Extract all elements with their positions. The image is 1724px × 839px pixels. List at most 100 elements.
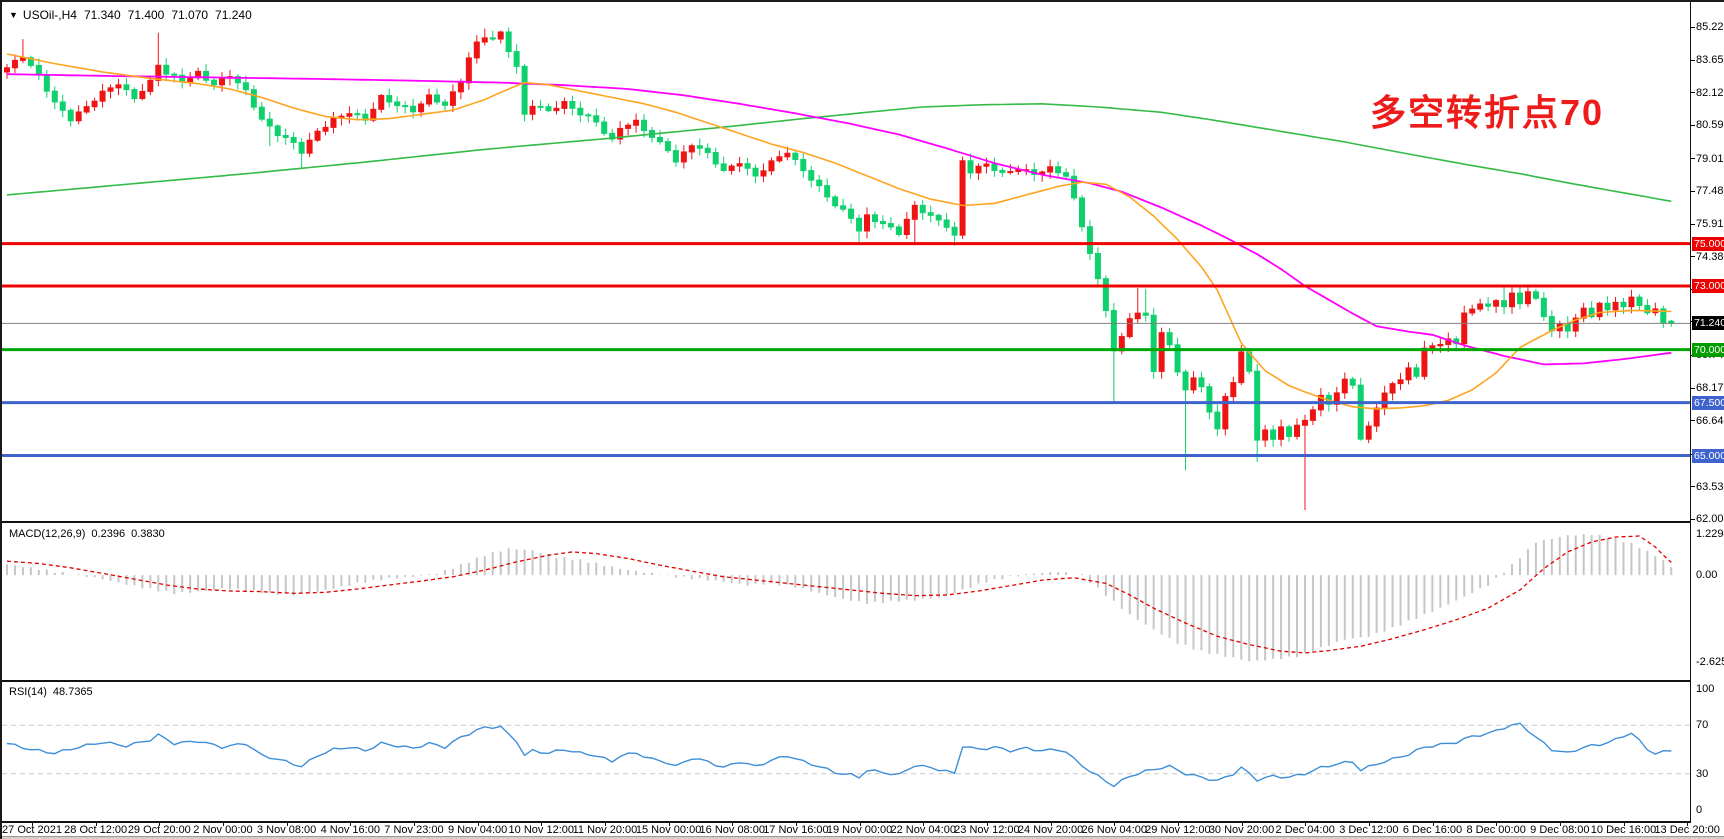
time-tick-label: 13 Dec 20:00 (1654, 824, 1720, 836)
price-tick-mark (1691, 26, 1695, 28)
time-tick-label: 15 Nov 00:00 (635, 824, 702, 836)
price-tick-label: 68.170 (1696, 382, 1724, 395)
price-chart-canvas[interactable] (2, 2, 1691, 521)
time-tick-mark (1432, 821, 1434, 826)
time-tick-label: 9 Nov 04:00 (447, 824, 508, 836)
ohlc-open: 71.340 (83, 8, 121, 22)
time-tick-label: 22 Nov 04:00 (890, 824, 956, 836)
macd-canvas[interactable] (2, 523, 1691, 680)
price-tick-mark (1691, 124, 1695, 126)
rsi-label: RSI(14) 48.7365 (9, 686, 93, 698)
macd-axis-label: -2.6252 (1696, 656, 1724, 668)
price-tick-mark (1691, 59, 1695, 61)
time-tick-mark (477, 821, 479, 826)
time-tick-label: 3 Dec 12:00 (1339, 824, 1399, 836)
time-tick-label: 7 Nov 23:00 (384, 824, 444, 836)
time-tick-mark (1241, 821, 1243, 826)
time-tick-mark (795, 821, 797, 826)
price-tick-label: 82.120 (1696, 86, 1724, 99)
trend-annotation[interactable]: 多空转折点70 (1370, 92, 1605, 133)
time-tick-label: 28 Oct 12:00 (64, 824, 128, 836)
time-tick-label: 3 Nov 08:00 (256, 824, 317, 836)
price-level-badge: 70.000 (1692, 342, 1724, 357)
price-tick-label: 80.590 (1696, 119, 1724, 132)
price-level-badge: 73.000 (1692, 279, 1724, 294)
panel-divider (2, 821, 1691, 823)
chevron-down-icon[interactable]: ▼ (9, 10, 18, 20)
rsi-axis-label: 30 (1696, 767, 1709, 780)
rsi-axis-label: 70 (1696, 719, 1709, 732)
time-tick-label: 2 Dec 04:00 (1275, 824, 1335, 836)
price-tick-label: 79.015 (1696, 152, 1724, 165)
time-tick-label: 16 Nov 08:00 (699, 824, 765, 836)
time-tick-mark (541, 821, 543, 826)
macd-axis-label: 1.2294 (1696, 528, 1724, 541)
time-tick-mark (413, 821, 415, 826)
price-tick-mark (1691, 518, 1695, 520)
time-tick-label: 9 Dec 08:00 (1530, 824, 1590, 836)
price-level-badge: 65.000 (1692, 448, 1724, 463)
axis-border (1690, 2, 1691, 821)
price-tick-mark (1691, 256, 1695, 258)
price-level-badge: 67.500 (1692, 395, 1724, 410)
window-bottom-strip (2, 836, 1724, 839)
time-tick-mark (1050, 821, 1052, 826)
price-tick-label: 66.640 (1696, 414, 1724, 427)
price-tick-mark (1691, 190, 1695, 192)
price-tick-mark (1691, 420, 1695, 422)
ohlc-low: 71.070 (171, 8, 209, 22)
time-tick-mark (350, 821, 352, 826)
rsi-axis-label: 100 (1696, 683, 1715, 695)
time-tick-label: 26 Nov 04:00 (1081, 824, 1147, 836)
macd-signal-line (6, 535, 1672, 654)
price-tick-label: 63.535 (1696, 480, 1724, 493)
time-tick-mark (159, 821, 161, 826)
price-tick-label: 83.650 (1696, 54, 1724, 67)
price-tick-label: 85.225 (1696, 21, 1724, 33)
time-tick-mark (32, 821, 33, 826)
time-tick-mark (1559, 821, 1561, 826)
symbol-title: ▼ USOil-,H4 71.340 71.400 71.070 71.240 (9, 8, 252, 22)
time-tick-mark (1496, 821, 1498, 826)
macd-label: MACD(12,26,9) 0.2396 0.3830 (9, 528, 165, 540)
time-tick-mark (859, 821, 861, 826)
candles-group (4, 27, 1675, 510)
price-tick-label: 74.380 (1696, 250, 1724, 263)
rsi-canvas[interactable] (2, 682, 1691, 821)
time-tick-mark (1305, 821, 1307, 826)
time-tick-mark (604, 821, 606, 826)
price-tick-label: 75.910 (1696, 218, 1724, 231)
time-tick-label: 8 Dec 00:00 (1466, 824, 1526, 836)
time-tick-label: 2 Nov 00:00 (193, 824, 253, 836)
panel-divider[interactable] (2, 521, 1691, 523)
time-tick-mark (1623, 821, 1625, 826)
ohlc-close: 71.240 (215, 8, 252, 22)
time-tick-label: 29 Oct 20:00 (127, 824, 191, 836)
time-tick-mark (1177, 821, 1179, 826)
price-level-badge: 75.000 (1692, 236, 1724, 251)
price-tick-mark (1691, 486, 1695, 488)
time-tick-mark (1368, 821, 1370, 826)
price-level-badge: 71.240 (1692, 316, 1724, 331)
price-tick-mark (1691, 387, 1695, 389)
time-tick-mark (1687, 821, 1689, 826)
ma-fast-orange-line (6, 53, 1672, 410)
time-tick-mark (286, 821, 288, 826)
price-tick-label: 62.005 (1696, 513, 1724, 525)
time-tick-label: 10 Nov 12:00 (508, 824, 574, 836)
time-tick-label: 30 Nov 20:00 (1208, 824, 1275, 836)
ohlc-high: 71.400 (127, 8, 165, 22)
time-tick-label: 23 Nov 12:00 (954, 824, 1020, 836)
price-tick-mark (1691, 92, 1695, 94)
time-tick-label: 17 Nov 16:00 (763, 824, 829, 836)
time-tick-mark (222, 821, 224, 826)
time-tick-label: 27 Oct 2021 (2, 824, 62, 836)
time-tick-label: 19 Nov 00:00 (826, 824, 893, 836)
macd-axis-label: 0.00 (1696, 569, 1718, 582)
symbol-label: USOil-,H4 (22, 8, 77, 22)
panel-divider[interactable] (2, 680, 1691, 682)
time-tick-mark (986, 821, 988, 826)
price-tick-label: 77.485 (1696, 185, 1724, 197)
time-tick-label: 24 Nov 20:00 (1017, 824, 1084, 836)
time-tick-mark (732, 821, 734, 826)
